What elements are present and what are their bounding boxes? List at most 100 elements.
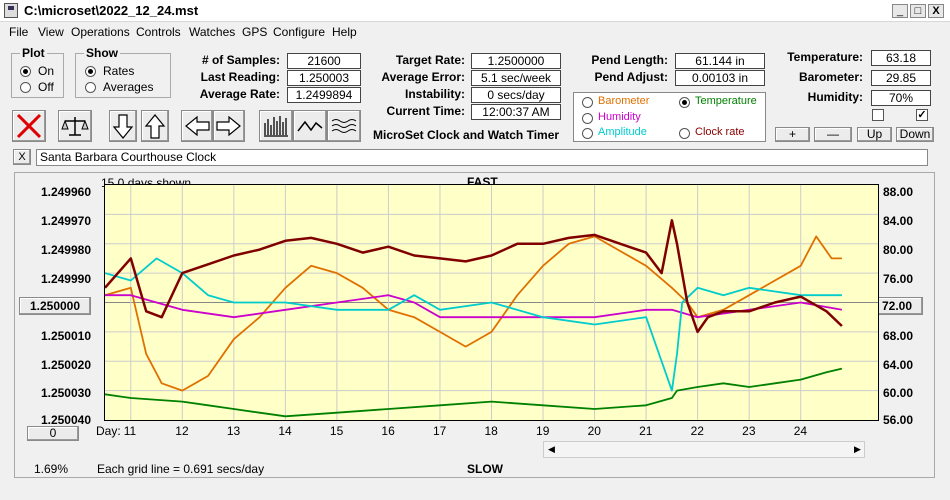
zero-button[interactable]: 0 — [27, 426, 79, 441]
maximize-button[interactable]: □ — [910, 4, 926, 18]
series-line-barometer — [104, 235, 842, 392]
menu-configure[interactable]: Configure — [273, 25, 326, 39]
show-rates-label: Rates — [103, 64, 135, 78]
balance-button[interactable] — [58, 110, 92, 142]
arrow-up-button[interactable] — [141, 110, 169, 142]
samples-label: # of Samples: — [201, 53, 280, 67]
clear-button[interactable]: X — [13, 149, 31, 165]
show-group-label: Show — [84, 46, 120, 60]
amplitude-option: Amplitude — [598, 126, 647, 138]
average-error-label: Average Error: — [381, 70, 465, 84]
x-tick-label: 20 — [587, 424, 601, 438]
humidity-field: 70% — [871, 90, 931, 106]
right-axis-button[interactable]: 72.00 — [871, 297, 923, 315]
temperature-option: Temperature — [695, 95, 757, 107]
left-tick: 1.249990 — [40, 272, 91, 286]
up-button[interactable]: Up — [857, 127, 892, 142]
right-tick: 76.00 — [882, 272, 914, 286]
scroll-right-icon[interactable]: ▶ — [854, 444, 861, 454]
barometer-field: 29.85 — [871, 70, 931, 86]
plot-area[interactable] — [104, 184, 879, 421]
x-tick-label: 18 — [484, 424, 498, 438]
right-tick: 60.00 — [882, 386, 914, 400]
show-averages-radio[interactable] — [85, 82, 96, 93]
menu-help[interactable]: Help — [332, 25, 357, 39]
x-tick-label: 12 — [175, 424, 189, 438]
series-line-amplitude — [104, 257, 842, 392]
show-group — [75, 53, 171, 98]
arrow-right-button[interactable] — [213, 110, 245, 142]
left-tick: 1.249960 — [40, 185, 91, 199]
title-bar: C:\microset\2022_12_24.mst _ □ X — [0, 0, 950, 22]
target-rate-field: 1.2500000 — [471, 53, 561, 69]
arrow-down-button[interactable] — [109, 110, 137, 142]
right-tick: 88.00 — [882, 185, 914, 199]
menu-operations[interactable]: Operations — [71, 25, 130, 39]
show-averages-label: Averages — [103, 80, 154, 94]
arrow-left-button[interactable] — [181, 110, 213, 142]
right-tick: 84.00 — [882, 214, 914, 228]
bars-button[interactable] — [259, 110, 293, 142]
menu-controls[interactable]: Controls — [136, 25, 181, 39]
x-tick-label: 14 — [278, 424, 292, 438]
noise-button[interactable] — [327, 110, 361, 142]
series-line-temperature — [104, 367, 843, 418]
barometer-label: Barometer: — [798, 70, 863, 84]
pend-adjust-field: 0.00103 in — [675, 70, 765, 86]
barometer-radio[interactable] — [582, 97, 593, 108]
grid-line-label: Each grid line = 0.691 secs/day — [97, 462, 265, 476]
right-checkbox[interactable]: ✓ — [916, 109, 928, 121]
x-tick-label: 15 — [329, 424, 344, 438]
x-tick-label: 16 — [381, 424, 395, 438]
center-rate-button[interactable]: 1.250000 — [19, 297, 91, 315]
current-time-field: 12:00:37 AM — [471, 104, 561, 120]
plus-button[interactable]: + — [775, 127, 810, 142]
x-tick-label: 21 — [639, 424, 653, 438]
menu-watches[interactable]: Watches — [189, 25, 236, 39]
menu-gps[interactable]: GPS — [242, 25, 268, 39]
chart-panel: 15.0 days shown FAST 1.249960 1.249970 1… — [14, 172, 935, 478]
app-label: MicroSet Clock and Watch Timer — [373, 128, 560, 142]
clock-name-input[interactable]: Santa Barbara Courthouse Clock — [36, 149, 928, 166]
show-rates-radio[interactable] — [85, 66, 96, 77]
arrow-left-icon — [185, 115, 210, 137]
plot-off-label: Off — [38, 80, 54, 94]
left-tick: 1.250020 — [40, 358, 91, 372]
right-tick: 80.00 — [882, 243, 914, 257]
x-tick-label: 17 — [432, 424, 447, 438]
minus-button[interactable]: — — [814, 127, 852, 142]
amplitude-radio[interactable] — [582, 128, 593, 139]
scroll-left-icon[interactable]: ◀ — [548, 444, 555, 454]
temperature-radio[interactable] — [679, 97, 690, 108]
down-button[interactable]: Down — [896, 127, 934, 142]
average-rate-field: 1.2499894 — [287, 87, 361, 103]
day-label: Day: — [96, 424, 121, 438]
left-tick: 1.249970 — [40, 214, 91, 228]
stop-button[interactable] — [12, 110, 46, 142]
close-button[interactable]: X — [928, 4, 944, 18]
arrow-right-icon — [216, 115, 241, 137]
left-checkbox[interactable] — [872, 109, 884, 121]
plot-on-radio[interactable] — [20, 66, 31, 77]
pend-length-field: 61.144 in — [675, 53, 765, 69]
humidity-radio[interactable] — [582, 113, 593, 124]
menu-bar: File View Operations Controls Watches GP… — [0, 22, 950, 42]
samples-field: 21600 — [287, 53, 361, 69]
right-tick: 64.00 — [882, 358, 914, 372]
plot-off-radio[interactable] — [20, 82, 31, 93]
clock-rate-radio[interactable] — [679, 128, 690, 139]
left-tick: 1.249980 — [40, 243, 91, 257]
arrow-up-icon — [144, 114, 166, 139]
line-chart-icon — [297, 120, 323, 132]
overlay-selector — [573, 92, 766, 142]
rate-chart — [104, 185, 878, 420]
menu-file[interactable]: File — [9, 25, 29, 39]
horizontal-scrollbar[interactable]: ◀ ▶ — [543, 441, 865, 458]
app-icon[interactable] — [4, 3, 18, 18]
wave-button[interactable] — [293, 110, 327, 142]
menu-view[interactable]: View — [38, 25, 64, 39]
minimize-button[interactable]: _ — [892, 4, 908, 18]
x-tick-label: 24 — [793, 424, 808, 438]
last-reading-label: Last Reading: — [200, 70, 280, 84]
average-rate-label: Average Rate: — [199, 87, 280, 101]
